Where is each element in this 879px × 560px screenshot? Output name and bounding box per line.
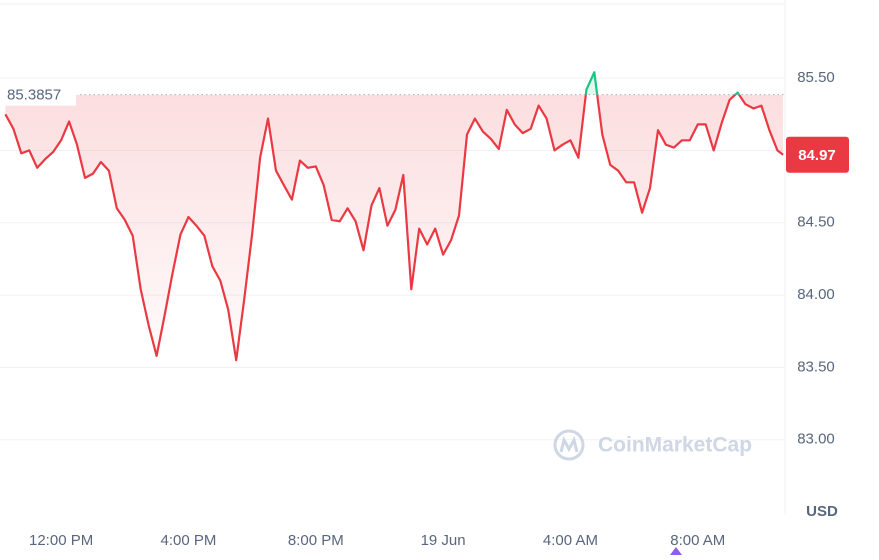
y-tick-label: 83.50 — [797, 358, 835, 375]
watermark: CoinMarketCap — [553, 429, 752, 461]
x-tick-label: 8:00 PM — [288, 532, 344, 549]
x-tick-label: 12:00 PM — [29, 532, 93, 549]
y-tick-label: 84.00 — [797, 286, 835, 303]
y-tick-label: 83.00 — [797, 431, 835, 448]
x-tick-label: 4:00 PM — [161, 532, 217, 549]
current-price-tag — [786, 136, 849, 173]
x-tick-label: 4:00 AM — [543, 532, 598, 549]
price-line-down — [4, 94, 784, 362]
event-marker — [670, 547, 682, 555]
reference-label: 85.3857 — [7, 87, 61, 104]
x-tick-label: 19 Jun — [421, 532, 466, 549]
x-tick-label: 8:00 AM — [670, 532, 725, 549]
area-fill-down — [5, 94, 784, 361]
current-price-label: 84.97 — [798, 147, 836, 164]
watermark-text: CoinMarketCap — [598, 434, 752, 457]
y-tick-label: 85.50 — [797, 69, 835, 86]
y-axis-label: USD — [806, 503, 838, 520]
reference-label-bg — [2, 83, 76, 106]
y-tick-label: 84.50 — [797, 214, 835, 231]
